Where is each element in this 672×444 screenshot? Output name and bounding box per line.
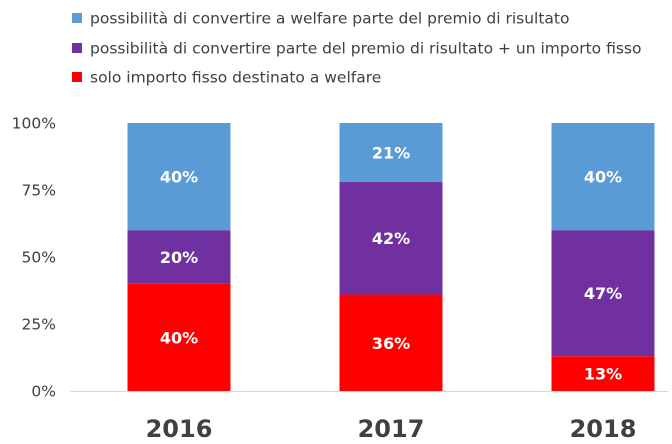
legend-swatch-0	[72, 13, 82, 23]
bar-2018-series-0	[551, 356, 655, 391]
x-tick-label-2016: 2016	[146, 415, 213, 443]
y-axis: 0% 25% 50% 75% 100%	[12, 115, 56, 401]
bar-2016-series-2	[127, 123, 231, 231]
legend-swatch-2	[72, 72, 82, 82]
bar-2017-series-0	[339, 294, 443, 391]
data-label-2016-series-2: 40%	[160, 168, 198, 187]
y-tick-label-3: 75%	[22, 182, 56, 200]
data-label-2017-series-1: 42%	[372, 229, 410, 248]
x-tick-label-2017: 2017	[358, 415, 425, 443]
bar-2016-series-0	[127, 283, 231, 391]
legend-label-1: possibilità di convertire parte del prem…	[90, 40, 641, 58]
data-label-2018-series-0: 13%	[584, 365, 622, 384]
bar-2017-series-1	[339, 181, 443, 295]
data-label-2018-series-1: 47%	[584, 284, 622, 303]
y-tick-label-4: 100%	[12, 115, 56, 133]
data-label-2017-series-0: 36%	[372, 334, 410, 353]
y-tick-label-1: 25%	[22, 316, 56, 334]
bar-2018-series-1	[551, 230, 655, 357]
data-label-2016-series-0: 40%	[160, 328, 198, 347]
data-label-2018-series-2: 40%	[584, 168, 622, 187]
data-label-2016-series-1: 20%	[160, 248, 198, 267]
y-tick-label-2: 50%	[22, 249, 56, 267]
bars: 40% 20% 40% 36% 42% 21% 13% 47% 40%	[127, 123, 655, 391]
legend-swatch-1	[72, 43, 82, 53]
y-tick-label-0: 0%	[31, 383, 56, 401]
x-axis: 2016 2017 2018	[146, 415, 637, 443]
x-tick-label-2018: 2018	[570, 415, 637, 443]
bar-2018-series-2	[551, 123, 655, 231]
legend-label-0: possibilità di convertire a welfare part…	[90, 10, 569, 28]
bar-2016-series-1	[127, 230, 231, 284]
data-label-2017-series-2: 21%	[372, 143, 410, 162]
legend: possibilità di convertire a welfare part…	[72, 10, 641, 87]
bar-2017-series-2	[339, 123, 443, 182]
legend-label-2: solo importo fisso destinato a welfare	[90, 69, 381, 87]
